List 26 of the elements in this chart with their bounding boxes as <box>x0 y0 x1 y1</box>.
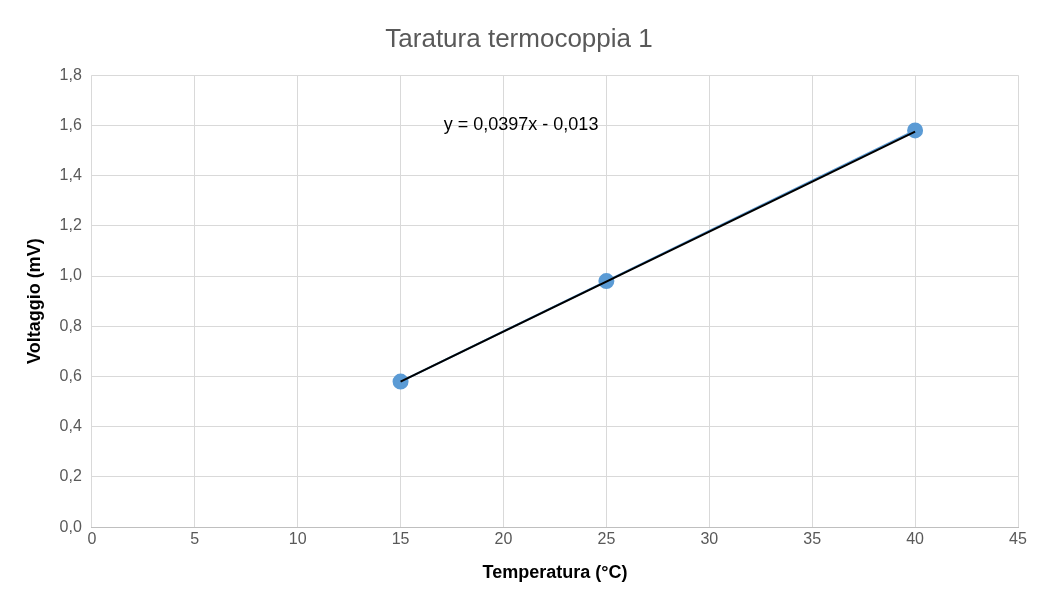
y-tick-label: 0,6 <box>59 366 82 384</box>
y-tick-label: 1,0 <box>59 266 82 284</box>
x-tick-label: 5 <box>190 530 200 548</box>
point <box>392 373 409 390</box>
x-tick-label: 15 <box>391 530 410 548</box>
x-tick-label: 25 <box>597 530 616 548</box>
chart-title: Taratura termocoppia 1 <box>385 22 653 53</box>
y-tick-label: 0,4 <box>59 417 82 435</box>
x-tick-label: 0 <box>87 530 97 548</box>
y-tick-label: 0,8 <box>59 316 82 334</box>
y-tick-label: 1,8 <box>59 65 82 83</box>
annotation: y = 0,0397x - 0,013 <box>443 113 599 134</box>
y-tick-label: 1,2 <box>59 216 82 234</box>
x-tick-label: 30 <box>700 530 719 548</box>
x-tick-label: 10 <box>288 530 307 548</box>
x-tick-label: 20 <box>494 530 513 548</box>
x-tick-label: 40 <box>906 530 925 548</box>
y-tick-label: 0,2 <box>59 467 82 485</box>
x-tick-label: 45 <box>1009 530 1027 548</box>
y-tick-label: 0,0 <box>59 517 82 535</box>
y-axis-title: Voltaggio (mV) <box>23 238 44 365</box>
y-tick-label: 1,4 <box>59 166 82 184</box>
x-axis-title: Temperatura (°C) <box>482 562 628 583</box>
point <box>907 122 924 139</box>
x-tick-label: 35 <box>803 530 822 548</box>
y-tick-label: 1,6 <box>59 115 82 133</box>
